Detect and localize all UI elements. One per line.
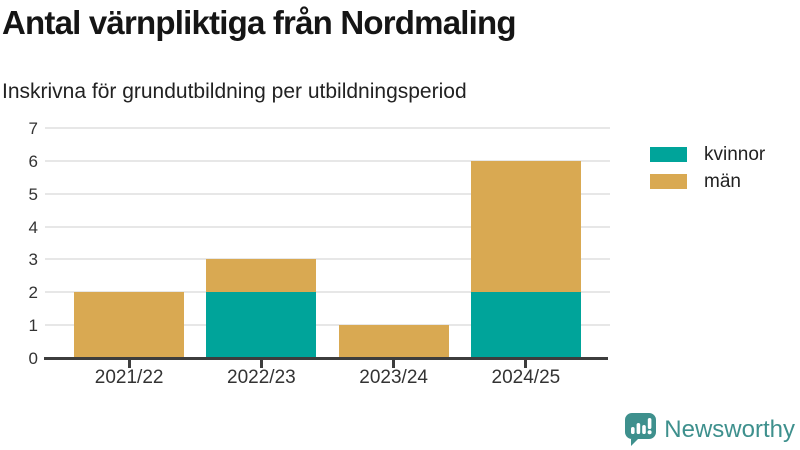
gridline-y6	[45, 159, 610, 162]
newsworthy-logo-text: Newsworthy	[664, 415, 795, 443]
gridline-y1	[45, 324, 610, 327]
legend-swatch-kvinnor	[650, 147, 687, 162]
y-tick-label-3: 3	[28, 250, 38, 270]
x-tick-label-2022-23: 2022/23	[227, 367, 296, 388]
y-tick-label-7: 7	[28, 119, 38, 138]
legend-label-män: män	[704, 171, 741, 192]
legend-swatch-män	[650, 174, 687, 189]
x-tick-2023-24	[392, 360, 396, 368]
legend-item-män: män	[650, 171, 765, 192]
bar-2024-25-kvinnor	[470, 292, 581, 358]
bar-2023-24-män	[338, 325, 449, 358]
y-tick-label-5: 5	[28, 184, 38, 204]
gridline-y5	[45, 192, 610, 195]
newsworthy-logo: Newsworthy	[624, 412, 795, 447]
y-tick-label-4: 4	[28, 217, 38, 237]
bar-2021-22-män	[74, 292, 185, 358]
bar-2022-23-män	[206, 259, 317, 293]
legend: kvinnor män	[650, 144, 766, 201]
chart-subtitle: Inskrivna för grundutbildning per utbild…	[2, 80, 467, 103]
legend-label-kvinnor: kvinnor	[704, 144, 766, 165]
x-axis-line	[44, 357, 608, 360]
x-tick-label-2021-22: 2021/22	[94, 367, 164, 388]
gridline-y3	[45, 258, 610, 261]
bar-2022-23-kvinnor	[206, 292, 317, 358]
x-tick-2021-22	[127, 360, 131, 368]
y-tick-label-2: 2	[28, 283, 38, 303]
x-tick-label-2024-25: 2024/25	[491, 367, 561, 388]
gridline-y4	[45, 225, 610, 228]
x-tick-2022-23	[259, 360, 263, 368]
bar-2024-25-män	[470, 160, 581, 293]
y-tick-label-0: 0	[28, 349, 38, 368]
gridline-y7	[45, 127, 610, 130]
chart-title: Antal värnpliktiga från Nordmaling	[2, 4, 517, 41]
gridline-y2	[45, 291, 610, 294]
legend-item-kvinnor: kvinnor	[650, 144, 766, 165]
plot-area	[45, 127, 610, 358]
newsworthy-chart-icon	[624, 412, 657, 447]
x-tick-2024-25	[524, 360, 528, 368]
y-tick-label-1: 1	[28, 316, 38, 336]
y-tick-label-6: 6	[28, 151, 38, 171]
x-tick-label-2023-24: 2023/24	[359, 367, 428, 388]
